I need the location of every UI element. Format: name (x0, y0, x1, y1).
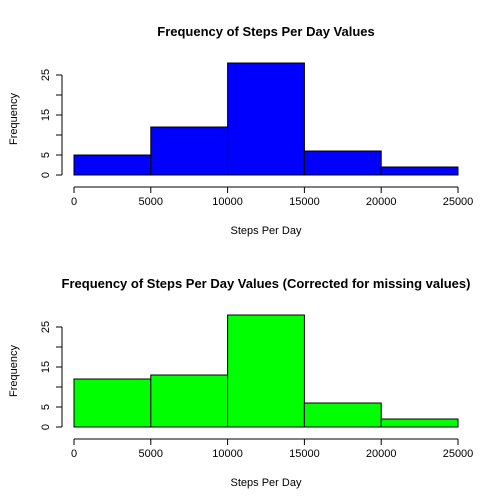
histogram-bar (150, 374, 229, 428)
y-tick-label: 25 (40, 321, 52, 333)
x-tick-label: 25000 (443, 448, 474, 460)
y-axis-label: Frequency (8, 93, 20, 145)
x-tick-label: 15000 (289, 448, 320, 460)
x-tick-label: 0 (71, 196, 77, 208)
x-axis-label: Steps Per Day (231, 225, 302, 237)
x-tick-label: 10000 (212, 448, 243, 460)
histogram-bar (303, 402, 382, 428)
x-tick-label: 5000 (139, 448, 163, 460)
y-axis-label: Frequency (8, 345, 20, 397)
x-tick-label: 0 (71, 448, 77, 460)
y-tick-label: 15 (40, 361, 52, 373)
y-tick-label: 5 (40, 404, 52, 410)
x-tick-label: 5000 (139, 196, 163, 208)
x-axis-label: Steps Per Day (231, 477, 302, 489)
y-tick-label: 25 (40, 69, 52, 81)
histogram-bar (380, 166, 459, 176)
y-tick-label: 5 (40, 152, 52, 158)
chart-title: Frequency of Steps Per Day Values (Corre… (62, 276, 471, 291)
x-tick-label: 25000 (443, 196, 474, 208)
histogram-bar (150, 126, 229, 176)
x-tick-label: 15000 (289, 196, 320, 208)
y-tick-label: 0 (40, 424, 52, 430)
x-tick-label: 20000 (366, 448, 397, 460)
histogram-bar (303, 150, 382, 176)
histogram-bar (73, 154, 152, 176)
y-tick-label: 0 (40, 172, 52, 178)
histogram-bar (227, 62, 305, 176)
histogram-bar (73, 378, 152, 428)
histogram-bar (227, 314, 305, 428)
x-tick-label: 20000 (366, 196, 397, 208)
chart-title: Frequency of Steps Per Day Values (157, 24, 374, 39)
y-tick-label: 15 (40, 109, 52, 121)
histogram-bar (380, 418, 459, 428)
x-tick-label: 10000 (212, 196, 243, 208)
